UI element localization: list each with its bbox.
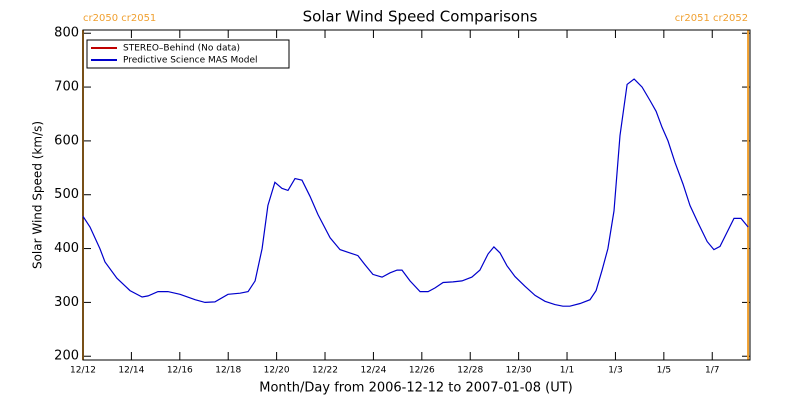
y-tick-label: 400 bbox=[54, 241, 79, 256]
x-axis-label: Month/Day from 2006-12-12 to 2007-01-08 … bbox=[259, 381, 572, 396]
x-tick-label: 1/3 bbox=[608, 366, 622, 376]
x-tick-label: 1/7 bbox=[705, 366, 719, 376]
legend-box bbox=[86, 39, 290, 69]
legend-label: Predictive Science MAS Model bbox=[123, 56, 258, 66]
x-tick-label: 12/24 bbox=[360, 366, 386, 376]
legend-label: STEREO–Behind (No data) bbox=[123, 44, 240, 54]
plot-frame bbox=[82, 29, 751, 361]
y-tick-label: 200 bbox=[54, 349, 79, 364]
x-tick-label: 12/22 bbox=[312, 366, 338, 376]
y-axis-label: Solar Wind Speed (km/s) bbox=[31, 121, 45, 269]
y-tick-label: 800 bbox=[54, 26, 79, 41]
x-tick-label: 12/14 bbox=[118, 366, 144, 376]
x-tick-label: 1/5 bbox=[657, 366, 671, 376]
y-tick-label: 300 bbox=[54, 295, 79, 310]
annotation: cr2051 cr2052 bbox=[675, 13, 748, 24]
y-tick-label: 600 bbox=[54, 133, 79, 148]
y-tick-label: 500 bbox=[54, 187, 79, 202]
x-tick-label: 12/12 bbox=[70, 366, 96, 376]
annotation: cr2050 cr2051 bbox=[83, 13, 156, 24]
x-tick-label: 12/18 bbox=[215, 366, 241, 376]
series-line bbox=[82, 78, 749, 307]
x-tick-label: 1/1 bbox=[560, 366, 574, 376]
x-tick-label: 12/20 bbox=[264, 366, 290, 376]
x-tick-label: 12/26 bbox=[409, 366, 435, 376]
x-tick-label: 12/30 bbox=[506, 366, 532, 376]
x-tick-label: 12/16 bbox=[167, 366, 193, 376]
chart-title: Solar Wind Speed Comparisons bbox=[303, 8, 538, 26]
x-tick-label: 12/28 bbox=[457, 366, 483, 376]
y-tick-label: 700 bbox=[54, 80, 79, 95]
